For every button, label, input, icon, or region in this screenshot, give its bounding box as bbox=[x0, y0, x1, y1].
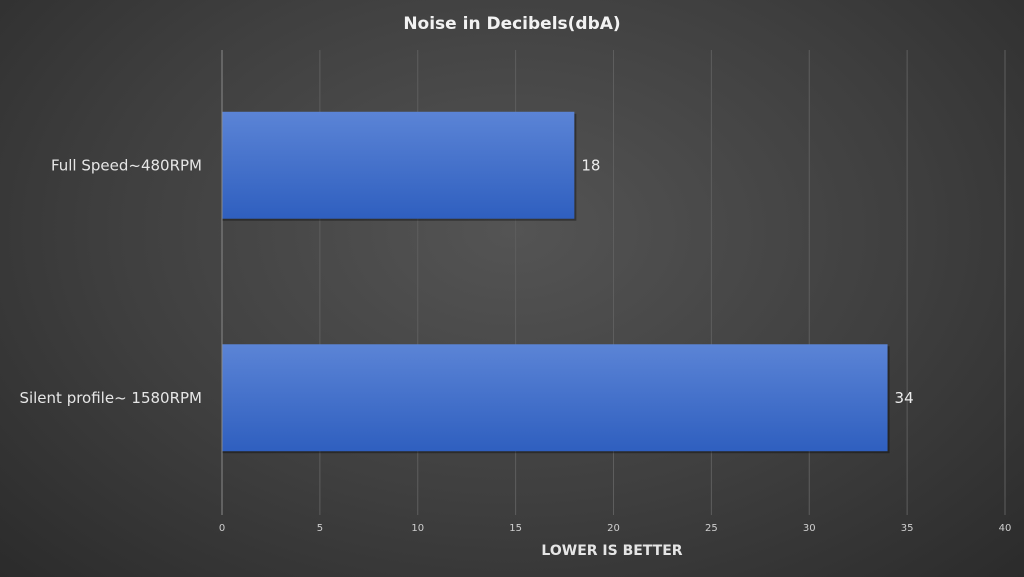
bar-full-speed bbox=[222, 111, 575, 219]
category-label: Full Speed~480RPM bbox=[51, 156, 202, 174]
x-tick-label-25: 25 bbox=[705, 523, 718, 534]
chart-title: Noise in Decibels(dbA) bbox=[403, 14, 620, 34]
x-tick-label-15: 15 bbox=[509, 523, 522, 534]
x-tick-label-40: 40 bbox=[999, 523, 1012, 534]
category-labels: Full Speed~480RPM Silent profile~ 1580RPM bbox=[19, 156, 202, 407]
x-tick-labels: 0 5 10 15 20 25 30 35 40 bbox=[219, 523, 1012, 534]
x-tick-label-20: 20 bbox=[607, 523, 620, 534]
bar-silent-profile bbox=[222, 344, 888, 452]
x-tick-label-10: 10 bbox=[411, 523, 424, 534]
x-tick-label-35: 35 bbox=[901, 523, 914, 534]
x-tick-label-5: 5 bbox=[317, 523, 323, 534]
x-tick-label-30: 30 bbox=[803, 523, 816, 534]
data-label: 18 bbox=[581, 156, 600, 174]
data-label: 34 bbox=[895, 389, 914, 407]
x-tick-label-0: 0 bbox=[219, 523, 225, 534]
x-axis-label: LOWER IS BETTER bbox=[541, 543, 682, 559]
category-label: Silent profile~ 1580RPM bbox=[19, 389, 202, 407]
